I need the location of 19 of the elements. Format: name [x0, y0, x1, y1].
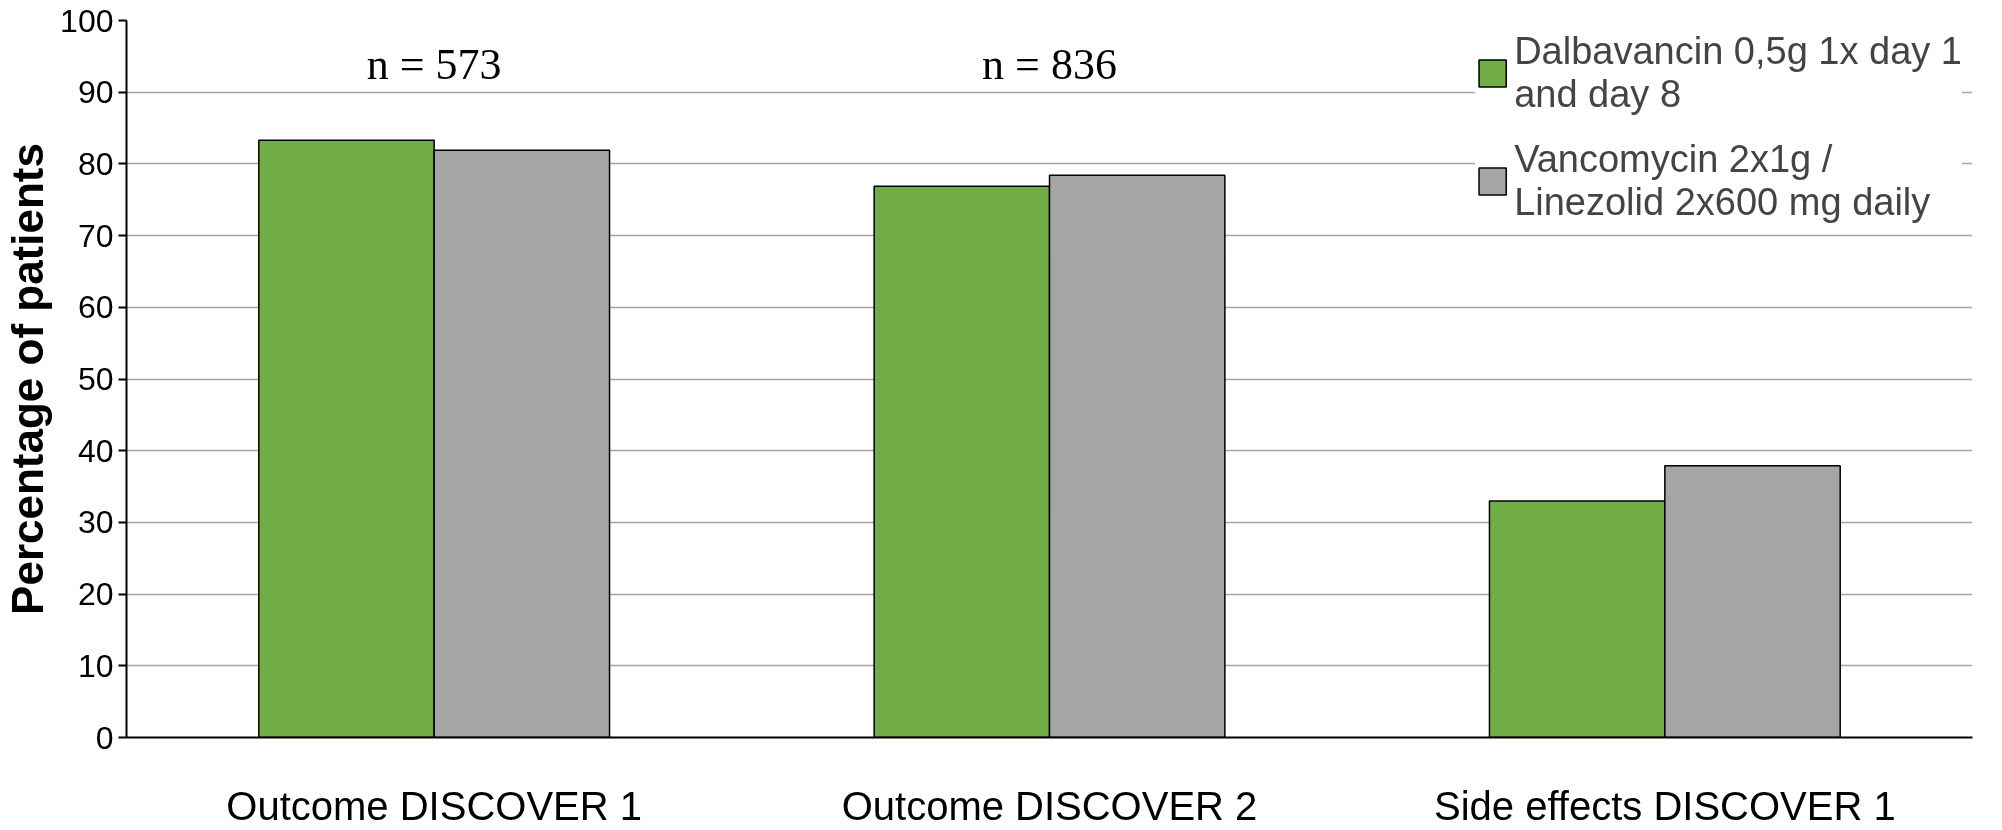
y-tick-label: 10 [77, 647, 114, 684]
legend-label: Dalbavancin 0,5g 1x day 1 and day 8 [1514, 30, 1962, 116]
y-tick-label: 90 [77, 74, 114, 111]
y-tick-label: 20 [77, 576, 114, 613]
y-tick-label: 80 [77, 145, 114, 182]
y-tick-label: 100 [60, 2, 114, 39]
y-tick-label: 60 [77, 289, 114, 326]
x-tick-label: Outcome DISCOVER 1 [226, 783, 643, 828]
annotation: n = 836 [982, 39, 1117, 89]
x-tick-label: Side effects DISCOVER 1 [1433, 783, 1896, 828]
y-tick-label: 0 [95, 719, 114, 756]
y-tick-label: 30 [77, 504, 114, 541]
y-tick-label: 40 [77, 432, 114, 469]
legend-label: Vancomycin 2x1g / Linezolid 2x600 mg daily [1514, 138, 1931, 224]
annotation: n = 573 [366, 39, 502, 89]
x-tick-label: Outcome DISCOVER 2 [841, 783, 1258, 828]
y-axis-title: Percentage of patients [3, 143, 53, 615]
y-tick-label: 50 [77, 361, 114, 397]
y-tick-label: 70 [77, 217, 114, 254]
